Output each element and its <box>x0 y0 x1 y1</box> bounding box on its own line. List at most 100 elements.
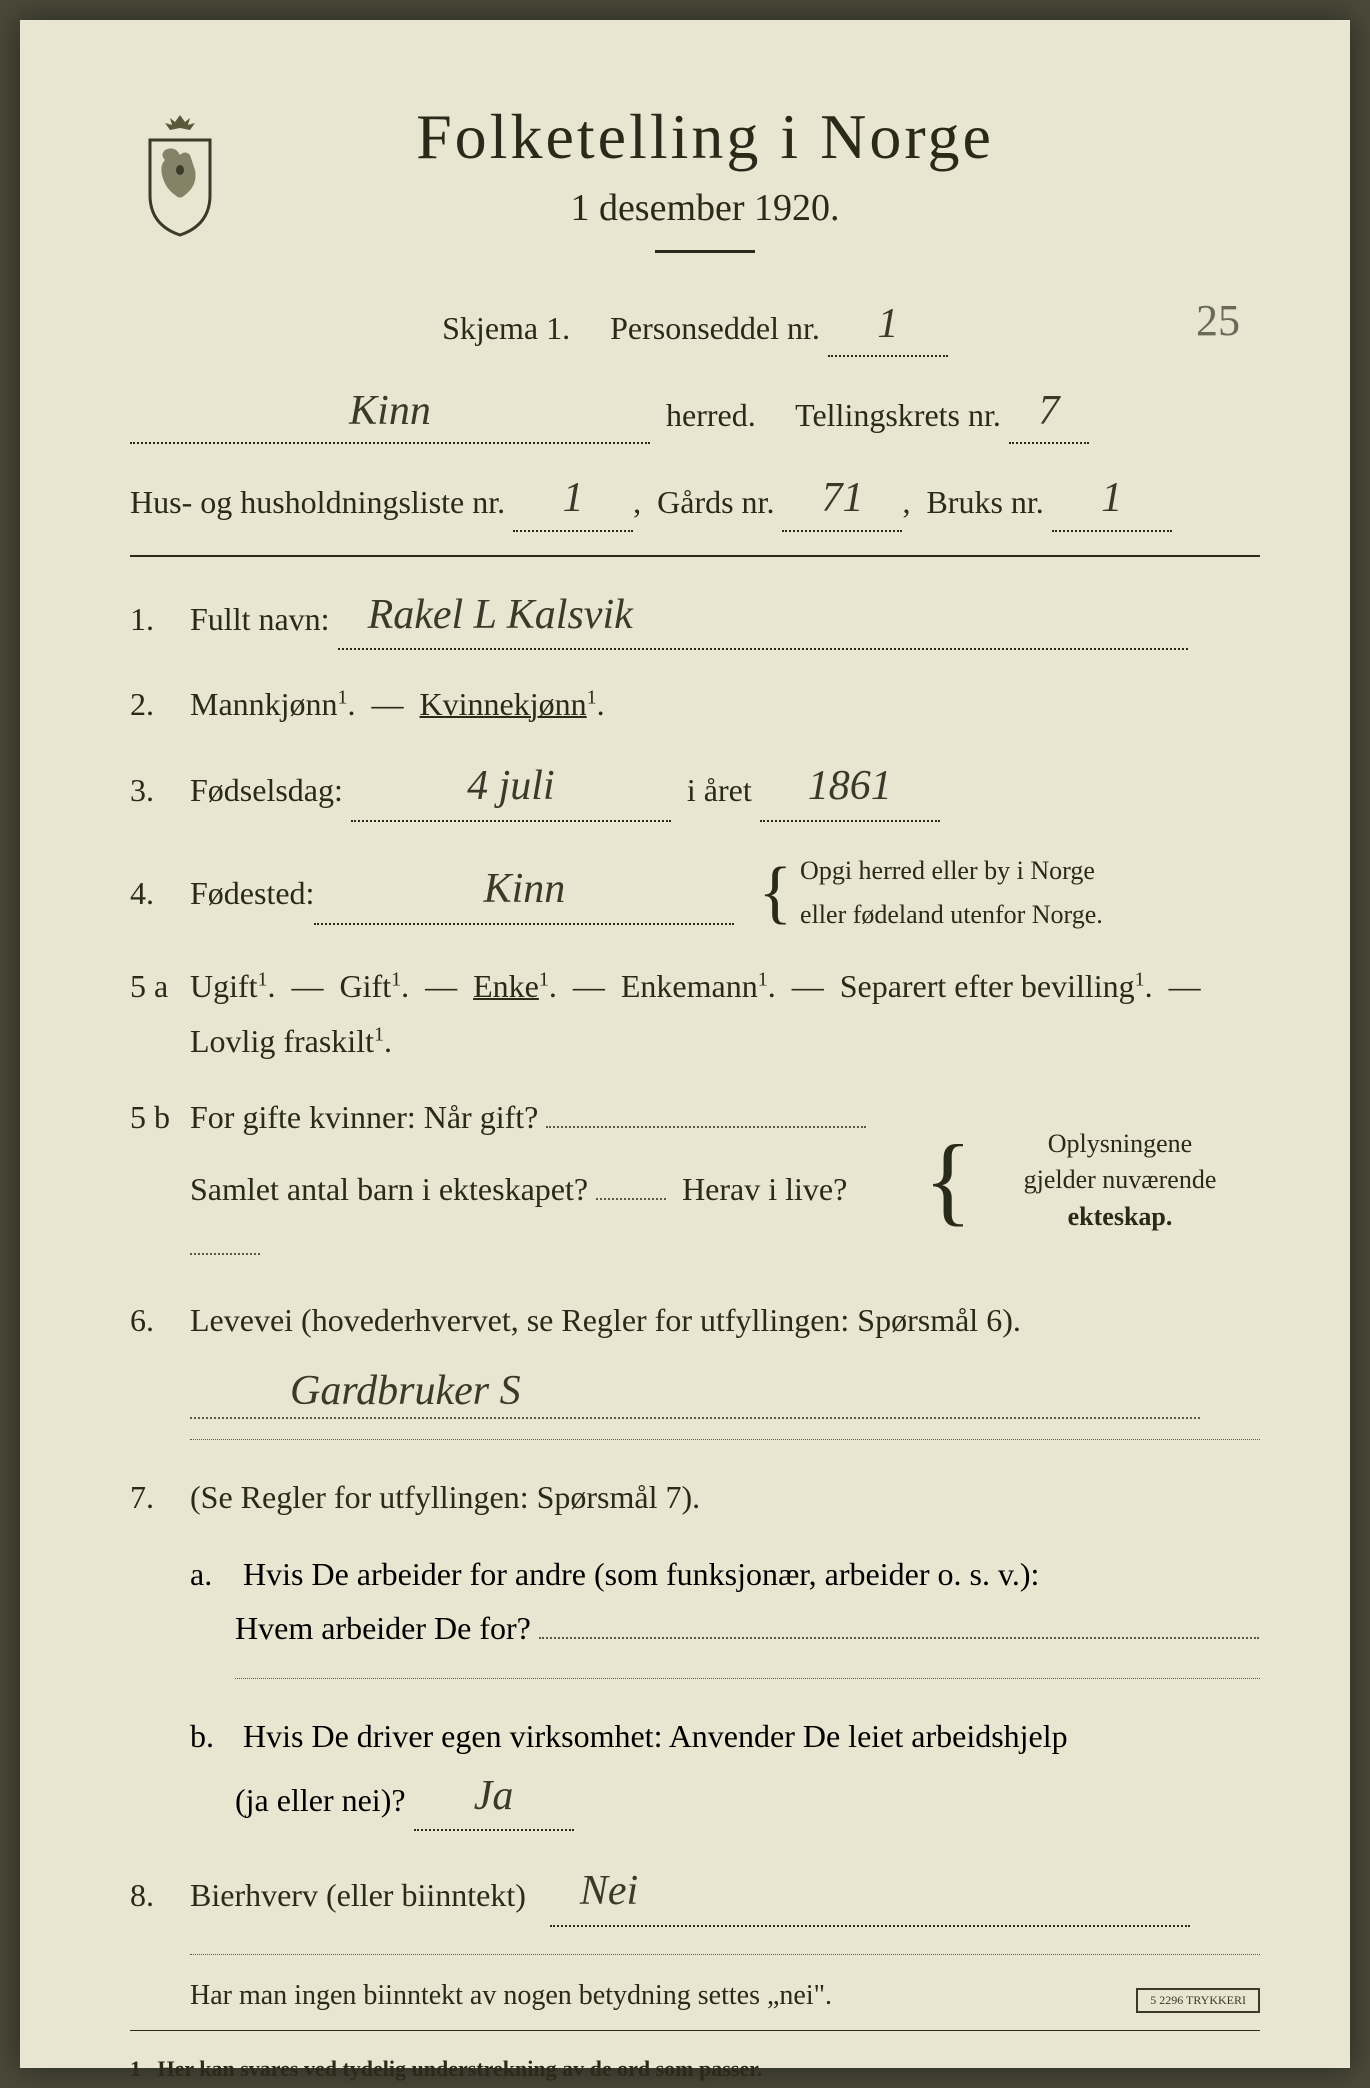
q7a-letter: a. <box>190 1547 235 1601</box>
header-divider <box>130 555 1260 557</box>
q5a-opt6: Lovlig fraskilt <box>190 1023 374 1059</box>
q8-num: 8. <box>130 1877 190 1914</box>
brace-icon: { <box>758 865 792 921</box>
footer-divider <box>130 2030 1260 2031</box>
question-2: 2. Mannkjønn1. — Kvinnekjønn1. <box>130 677 1260 731</box>
q5b-label2: Samlet antal barn i ekteskapet? <box>190 1171 588 1207</box>
q4-note: Opgi herred eller by i Norge eller fødel… <box>800 849 1103 937</box>
skjema-row: Skjema 1. Personseddel nr. 1 <box>130 293 1260 362</box>
q6-num: 6. <box>130 1302 190 1339</box>
q3-day-field: 4 juli <box>351 748 671 821</box>
question-7b: b. Hvis De driver egen virksomhet: Anven… <box>190 1709 1260 1837</box>
q6-label: Levevei (hovederhvervet, se Regler for u… <box>190 1293 1260 1347</box>
herred-label: herred. <box>666 397 756 433</box>
q5b-num: 5 b <box>130 1099 190 1136</box>
q8-label: Bierhverv (eller biinntekt) <box>190 1877 526 1913</box>
question-7: 7. (Se Regler for utfyllingen: Spørsmål … <box>130 1470 1260 1524</box>
q4-value: Kinn <box>484 854 566 925</box>
tellingskrets-label: Tellingskrets nr. <box>795 397 1001 433</box>
q2-num: 2. <box>130 686 190 723</box>
q4-num: 4. <box>130 875 190 912</box>
question-5b: 5 b For gifte kvinner: Når gift? Samlet … <box>130 1090 1260 1271</box>
census-form-page: 25 Folketelling i Norge 1 desember 1920.… <box>20 20 1350 2068</box>
q7-num: 7. <box>130 1479 190 1516</box>
q3-year-value: 1861 <box>808 751 892 822</box>
q8-value: Nei <box>580 1856 638 1927</box>
q1-label: Fullt navn: <box>190 601 330 637</box>
q1-num: 1. <box>130 601 190 638</box>
bruks-field: 1 <box>1052 462 1172 531</box>
q5a-opt3: Enke <box>473 968 539 1004</box>
question-5a: 5 a Ugift1. — Gift1. — Enke1. — Enkemann… <box>130 959 1260 1068</box>
q6-answer-line: Gardbruker S <box>190 1369 1200 1419</box>
q8-divider <box>190 1954 1260 1955</box>
question-6: 6. Levevei (hovederhvervet, se Regler fo… <box>130 1293 1260 1347</box>
gards-label: Gårds nr. <box>657 484 774 520</box>
q7a-divider <box>235 1678 1260 1679</box>
title-block: Folketelling i Norge 1 desember 1920. <box>270 100 1260 278</box>
husliste-label: Hus- og husholdningsliste nr. <box>130 484 505 520</box>
q5b-field2 <box>596 1198 666 1200</box>
bruks-value: 1 <box>1101 465 1122 532</box>
q3-day-value: 4 juli <box>467 751 555 822</box>
q5b-label3: Herav i live? <box>682 1171 847 1207</box>
document-header: Folketelling i Norge 1 desember 1920. <box>130 100 1260 278</box>
q7b-line2: (ja eller nei)? <box>235 1782 406 1818</box>
q7a-line2: Hvem arbeider De for? <box>235 1610 531 1646</box>
question-4: 4. Fødested: Kinn { Opgi herred eller by… <box>130 849 1260 937</box>
question-8: 8. Bierhverv (eller biinntekt) Nei <box>130 1858 1260 1931</box>
husliste-value: 1 <box>563 465 584 532</box>
crest-icon <box>130 110 230 240</box>
q2-opt2: Kvinnekjønn <box>420 686 587 722</box>
subtitle-date: 1 desember 1920. <box>270 186 1140 230</box>
q5b-field3 <box>190 1253 260 1255</box>
q5a-opt2: Gift <box>340 968 392 1004</box>
coat-of-arms <box>130 110 230 240</box>
husliste-field: 1 <box>513 462 633 531</box>
q4-label: Fødested: <box>190 866 314 920</box>
husliste-row: Hus- og husholdningsliste nr. 1, Gårds n… <box>130 467 1260 536</box>
q7b-value: Ja <box>474 1761 514 1832</box>
q4-field: Kinn <box>314 851 734 924</box>
main-title: Folketelling i Norge <box>270 100 1140 174</box>
personseddel-value: 1 <box>877 291 898 358</box>
question-7a: a. Hvis De arbeider for andre (som funks… <box>190 1547 1260 1656</box>
tellingskrets-field: 7 <box>1009 375 1089 444</box>
q2-opt1: Mannkjønn <box>190 686 338 722</box>
q1-value: Rakel L Kalsvik <box>368 580 633 651</box>
q3-label: Fødselsdag: <box>190 772 343 808</box>
q7a-field <box>539 1637 1259 1639</box>
brace-icon-2: { <box>924 1140 972 1220</box>
skjema-label: Skjema 1. <box>442 310 570 346</box>
title-divider <box>655 250 755 253</box>
q5b-field1 <box>546 1126 866 1128</box>
question-1: 1. Fullt navn: Rakel L Kalsvik <box>130 582 1260 655</box>
q3-year-label: i året <box>687 772 752 808</box>
q5b-label1: For gifte kvinner: Når gift? <box>190 1099 538 1135</box>
question-3: 3. Fødselsdag: 4 juli i året 1861 <box>130 753 1260 826</box>
q5a-num: 5 a <box>130 968 190 1005</box>
q5a-opt4: Enkemann <box>621 968 758 1004</box>
q7b-line1: Hvis De driver egen virksomhet: Anvender… <box>243 1718 1068 1754</box>
q3-year-field: 1861 <box>760 748 940 821</box>
footer-instruction: Har man ingen biinntekt av nogen betydni… <box>190 1980 1260 2012</box>
footnote-marker: 1 <box>130 2056 141 2081</box>
printer-stamp: 5 2296 TRYKKERI <box>1136 1988 1260 2013</box>
q5a-opt1: Ugift <box>190 968 258 1004</box>
q7-label: (Se Regler for utfyllingen: Spørsmål 7). <box>190 1470 1260 1524</box>
q6-value: Gardbruker S <box>190 1367 521 1415</box>
q5a-opt5: Separert efter bevilling <box>840 968 1135 1004</box>
q7b-letter: b. <box>190 1709 235 1763</box>
gards-value: 71 <box>821 465 863 532</box>
q7b-field: Ja <box>414 1758 574 1831</box>
gards-field: 71 <box>782 462 902 531</box>
q8-field: Nei <box>550 1853 1190 1926</box>
footnote-row: 1 Her kan svares ved tydelig understrekn… <box>130 2056 1260 2082</box>
q5b-note: Oplysningene gjelder nuværende ekteskap. <box>980 1126 1260 1235</box>
personseddel-field: 1 <box>828 288 948 357</box>
q1-field: Rakel L Kalsvik <box>338 577 1188 650</box>
tellingskrets-value: 7 <box>1038 378 1059 445</box>
herred-field: Kinn <box>130 375 650 444</box>
q6-divider <box>190 1439 1260 1440</box>
q3-num: 3. <box>130 772 190 809</box>
